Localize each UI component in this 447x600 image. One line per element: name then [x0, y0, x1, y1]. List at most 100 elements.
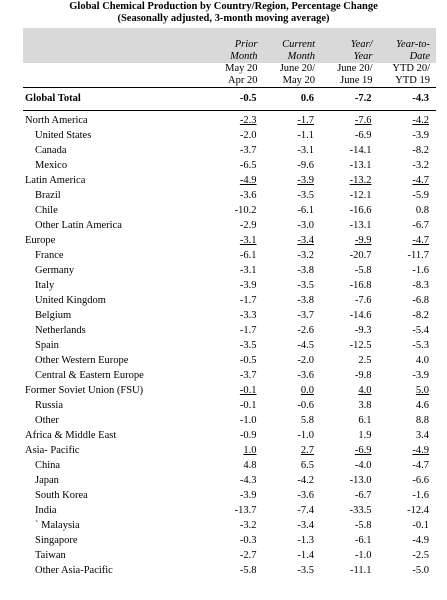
- table-row: Other Western Europe -0.5 -2.0 2.5 4.0: [23, 353, 436, 368]
- cell-value: -3.4: [297, 519, 314, 531]
- cell-value: -3.5: [297, 564, 314, 576]
- row-label: Mexico: [35, 159, 68, 171]
- cell-value: -7.2: [321, 87, 379, 111]
- cell-value: -3.7: [239, 144, 257, 156]
- cell-value: -2.9: [239, 219, 257, 231]
- cell-value: -7.4: [297, 504, 314, 516]
- cell-value: -4.3: [239, 474, 257, 486]
- table-row: Chile -10.2 -6.1 -16.6 0.8: [23, 203, 436, 218]
- table-row: Central & Eastern Europe -3.7 -3.6 -9.8 -3.9: [23, 368, 436, 383]
- cell-value: -8.2: [412, 309, 429, 321]
- cell-value: 2.5: [358, 354, 372, 366]
- region-row: Africa & Middle East -0.9 -1.0 1.9 3.4: [23, 428, 436, 443]
- col-header: Year: [321, 51, 379, 63]
- cell-value: -4.9: [412, 534, 429, 546]
- cell-value: -1.0: [239, 414, 257, 426]
- cell-value: -7.6: [354, 114, 372, 126]
- col-date: June 19: [321, 75, 379, 88]
- cell-value: -3.1: [239, 264, 257, 276]
- title-line-1: Global Chemical Production by Country/Re…: [69, 1, 378, 12]
- row-label: Chile: [35, 204, 58, 216]
- cell-value: -4.9: [239, 174, 257, 186]
- cell-value: -0.1: [412, 519, 429, 531]
- cell-value: -2.3: [239, 114, 257, 126]
- cell-value: 6.5: [300, 459, 314, 471]
- table-row: Brazil -3.6 -3.5 -12.1 -5.9: [23, 188, 436, 203]
- col-date: YTD 20/: [392, 63, 430, 74]
- cell-value: 1.9: [358, 429, 372, 441]
- row-label: Latin America: [25, 174, 86, 186]
- header-row-2: Month Month Year Date: [23, 51, 436, 63]
- table-row: Russia -0.1 -0.6 3.8 4.6: [23, 398, 436, 413]
- table-row: United Kingdom -1.7 -3.8 -7.6 -6.8: [23, 293, 436, 308]
- row-label: Belgium: [35, 309, 72, 321]
- row-label: China: [35, 459, 61, 471]
- table-row: Other -1.0 5.8 6.1 8.8: [23, 413, 436, 428]
- col-date: YTD 19: [378, 75, 436, 88]
- row-label: Former Soviet Union (FSU): [25, 384, 144, 396]
- col-date: Apr 20: [206, 75, 264, 88]
- cell-value: -1.3: [297, 534, 314, 546]
- cell-value: 3.4: [415, 429, 429, 441]
- table-row: United States -2.0 -1.1 -6.9 -3.9: [23, 128, 436, 143]
- cell-value: -1.7: [239, 324, 257, 336]
- row-label: Other: [35, 414, 59, 426]
- cell-value: -13.7: [234, 504, 257, 516]
- cell-value: -5.4: [412, 324, 429, 336]
- table-row: China 4.8 6.5 -4.0 -4.7: [23, 458, 436, 473]
- table-row: Netherlands -1.7 -2.6 -9.3 -5.4: [23, 323, 436, 338]
- cell-value: -6.7: [412, 219, 429, 231]
- cell-value: -11.1: [350, 564, 372, 576]
- cell-value: -3.4: [297, 234, 314, 246]
- cell-value: -3.2: [239, 519, 257, 531]
- cell-value: -0.9: [239, 429, 257, 441]
- cell-value: -13.0: [349, 474, 372, 486]
- cell-value: 3.8: [358, 399, 372, 411]
- table-title: Global Chemical Production by Country/Re…: [0, 0, 447, 25]
- row-label: India: [35, 504, 57, 516]
- cell-value: -13.2: [349, 174, 372, 186]
- row-label: Taiwan: [35, 549, 66, 561]
- table-row: Japan -4.3 -4.2 -13.0 -6.6: [23, 473, 436, 488]
- cell-value: -4.7: [412, 234, 429, 246]
- cell-value: -4.7: [412, 459, 429, 471]
- cell-value: -2.7: [239, 549, 257, 561]
- date-row-2: Apr 20 May 20 June 19 YTD 19: [23, 75, 436, 88]
- cell-value: -4.0: [354, 459, 372, 471]
- cell-value: -0.1: [239, 384, 257, 396]
- cell-value: 5.8: [300, 414, 314, 426]
- table-row: Taiwan -2.7 -1.4 -1.0 -2.5: [23, 548, 436, 563]
- cell-value: -3.9: [412, 369, 429, 381]
- cell-value: -3.0: [297, 219, 314, 231]
- cell-value: -0.5: [239, 354, 257, 366]
- cell-value: -3.5: [297, 189, 314, 201]
- row-label: North America: [25, 114, 88, 126]
- cell-value: -3.3: [239, 309, 257, 321]
- cell-value: -3.5: [297, 279, 314, 291]
- cell-value: -1.6: [412, 489, 429, 501]
- cell-value: 8.8: [415, 414, 429, 426]
- global-total-row: Global Total -0.5 0.6 -7.2 -4.3: [23, 87, 436, 111]
- table-row: South Korea -3.9 -3.6 -6.7 -1.6: [23, 488, 436, 503]
- cell-value: -3.1: [297, 144, 314, 156]
- cell-value: 0.6: [263, 87, 321, 111]
- cell-value: -6.8: [412, 294, 429, 306]
- cell-value: -5.8: [239, 564, 257, 576]
- table-row: Canada -3.7 -3.1 -14.1 -8.2: [23, 143, 436, 158]
- header-row-1: Prior Current Year/ Year-to-: [23, 39, 436, 51]
- col-header: Year/: [321, 39, 379, 51]
- table-row: Spain -3.5 -4.5 -12.5 -5.3: [23, 338, 436, 353]
- row-label: Global Total: [23, 87, 206, 111]
- region-row: Former Soviet Union (FSU) -0.1 0.0 4.0 5.0: [23, 383, 436, 398]
- cell-value: -1.7: [297, 114, 314, 126]
- row-label: Russia: [35, 399, 64, 411]
- cell-value: 2.7: [300, 444, 314, 456]
- row-label: Italy: [35, 279, 55, 291]
- cell-value: -0.5: [206, 87, 264, 111]
- cell-value: 4.0: [415, 354, 429, 366]
- cell-value: -3.2: [412, 159, 429, 171]
- cell-value: -2.6: [297, 324, 314, 336]
- cell-value: 1.0: [243, 444, 257, 456]
- cell-value: -13.1: [349, 219, 372, 231]
- cell-value: -3.5: [239, 339, 257, 351]
